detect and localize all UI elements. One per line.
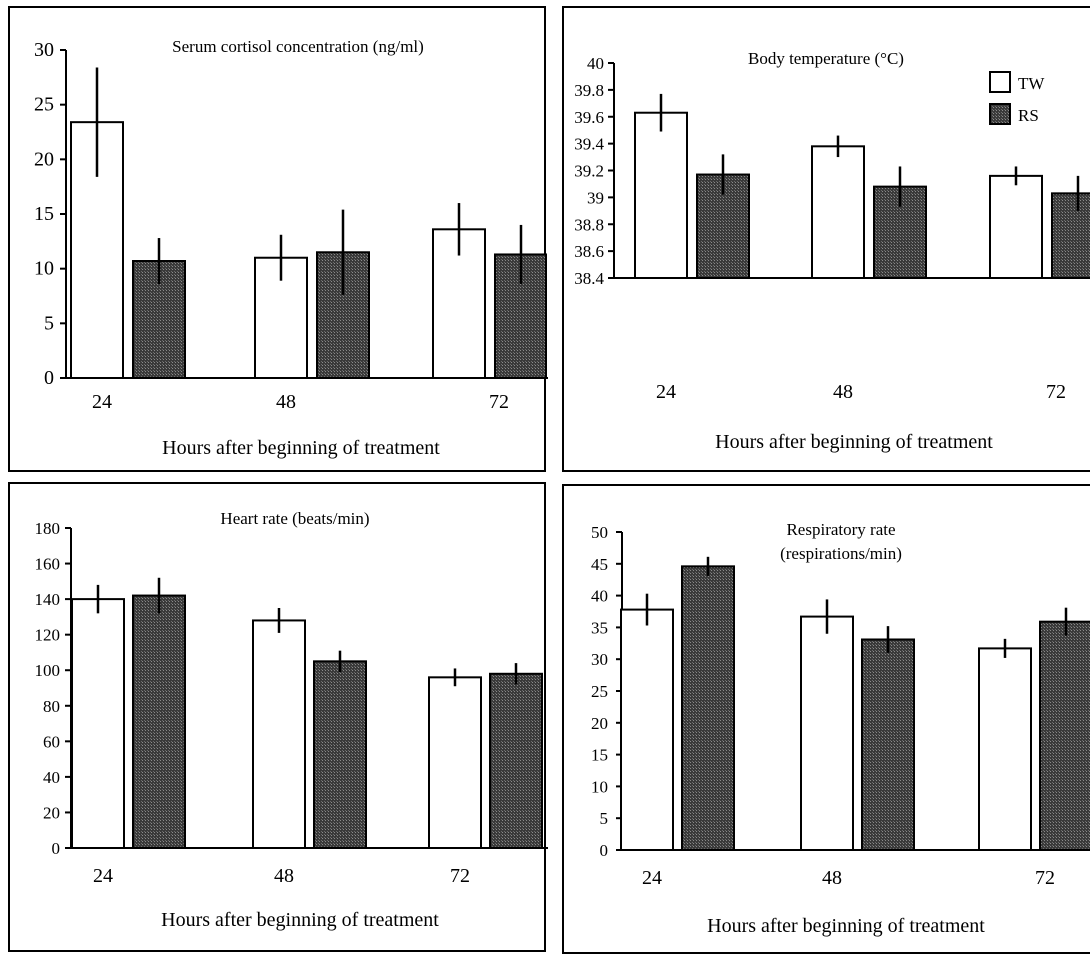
bar-rs-24h [681,565,735,852]
y-tick-label: 160 [35,555,61,574]
chart-title: Serum cortisol concentration (ng/ml) [172,37,424,56]
bar-rs-72h [1039,620,1090,851]
y-tick-label: 38.8 [574,215,604,234]
y-tick-label: 60 [43,732,60,751]
y-tick-label: 39.2 [574,162,604,181]
x-tick-label: 24 [656,381,676,403]
y-tick-label: 30 [34,39,54,61]
y-tick-label: 120 [35,626,61,645]
y-tick-label: 20 [34,148,54,170]
legend-swatch-rs [989,103,1011,125]
x-tick-label: 48 [822,867,842,889]
y-tick-label: 39 [587,188,604,207]
y-tick-label: 30 [591,650,608,669]
y-tick-label: 0 [44,367,54,389]
bar-rs-48h [313,660,367,849]
body-temperature-chart-panel: 38.4 38.6 38.8 39 39.2 39.4 39.6 39.8 40 Body tem… [562,6,1090,472]
legend-label-rs: RS [1018,106,1039,125]
x-tick-label: 48 [833,381,853,403]
respiratory-rate-chart: 0 5 10 15 20 25 30 35 40 45 50 Respiratory rate (res… [591,520,1090,937]
x-tick-label: 24 [642,867,662,889]
bar-rs-72h [489,672,543,849]
bar-tw-24h [620,608,674,852]
y-tick-label: 5 [600,809,609,828]
y-tick-label: 180 [35,519,61,538]
chart-title: Body temperature (°C) [748,49,904,68]
y-tick-label: 39.6 [574,108,604,127]
bar-rs-72h [1051,192,1090,279]
respiratory-rate-chart-panel: 0 5 10 15 20 25 30 35 40 45 50 Respiratory rate (res… [562,484,1090,954]
y-tick-label: 5 [44,312,54,334]
legend: TW RS [989,71,1045,125]
heart-rate-chart-panel: 0 20 40 60 80 100 120 140 160 180 Heart rate (beat… [8,482,548,952]
y-tick-label: 45 [591,555,608,574]
y-tick-label: 39.8 [574,81,604,100]
bar-tw-72h [989,174,1043,279]
y-tick-label: 10 [591,777,608,796]
x-axis-label: Hours after beginning of treatment [715,431,993,453]
x-tick-label: 24 [92,391,112,413]
y-tick-label: 25 [34,94,54,116]
y-tick-label: 38.4 [574,269,604,288]
y-tick-label: 20 [591,714,608,733]
cortisol-chart: 0 5 10 15 20 25 30 Serum cortisol concentration… [34,37,548,459]
y-tick-label: 40 [587,54,604,73]
x-tick-label: 72 [489,391,509,413]
heart-rate-chart: 0 20 40 60 80 100 120 140 160 180 Heart rate (beat… [35,509,548,931]
x-tick-label: 72 [1035,867,1055,889]
y-tick-label: 15 [34,203,54,225]
bar-rs-24h [132,594,186,849]
x-axis-label: Hours after beginning of treatment [707,915,985,937]
chart-title: Respiratory rate [786,520,895,539]
y-tick-label: 50 [591,523,608,542]
y-tick-label: 10 [34,258,54,280]
x-axis-label: Hours after beginning of treatment [162,437,440,459]
bar-tw-48h [252,619,306,849]
y-tick-label: 140 [35,590,61,609]
bar-tw-72h [428,676,482,849]
y-tick-label: 20 [43,803,60,822]
chart-title: (respirations/min) [780,544,902,563]
x-tick-label: 72 [1046,381,1066,403]
bar-tw-48h [811,145,865,279]
bar-tw-48h [800,615,854,851]
y-tick-label: 0 [52,839,61,858]
y-tick-label: 0 [600,841,609,860]
x-tick-label: 48 [274,865,294,887]
bar-tw-24h [634,111,688,279]
x-tick-label: 72 [450,865,470,887]
legend-swatch-tw [989,71,1011,93]
cortisol-chart-panel: 0 5 10 15 20 25 30 Serum cortisol concentration… [8,6,548,472]
y-tick-label: 39.4 [574,135,604,154]
y-tick-label: 25 [591,682,608,701]
bar-tw-72h [978,647,1032,851]
body-temperature-chart: 38.4 38.6 38.8 39 39.2 39.4 39.6 39.8 40 Body tem… [574,49,1090,453]
y-tick-label: 40 [43,768,60,787]
bar-rs-48h [861,638,915,851]
legend-label-tw: TW [1018,74,1045,93]
y-tick-label: 100 [35,661,61,680]
y-tick-label: 15 [591,746,608,765]
y-tick-label: 80 [43,697,60,716]
y-tick-label: 40 [591,587,608,606]
x-tick-label: 48 [276,391,296,413]
y-tick-label: 35 [591,618,608,637]
y-tick-label: 38.6 [574,242,604,261]
x-axis-label: Hours after beginning of treatment [161,909,439,931]
x-tick-label: 24 [93,865,113,887]
chart-title: Heart rate (beats/min) [220,509,369,528]
bar-tw-24h [71,598,125,849]
